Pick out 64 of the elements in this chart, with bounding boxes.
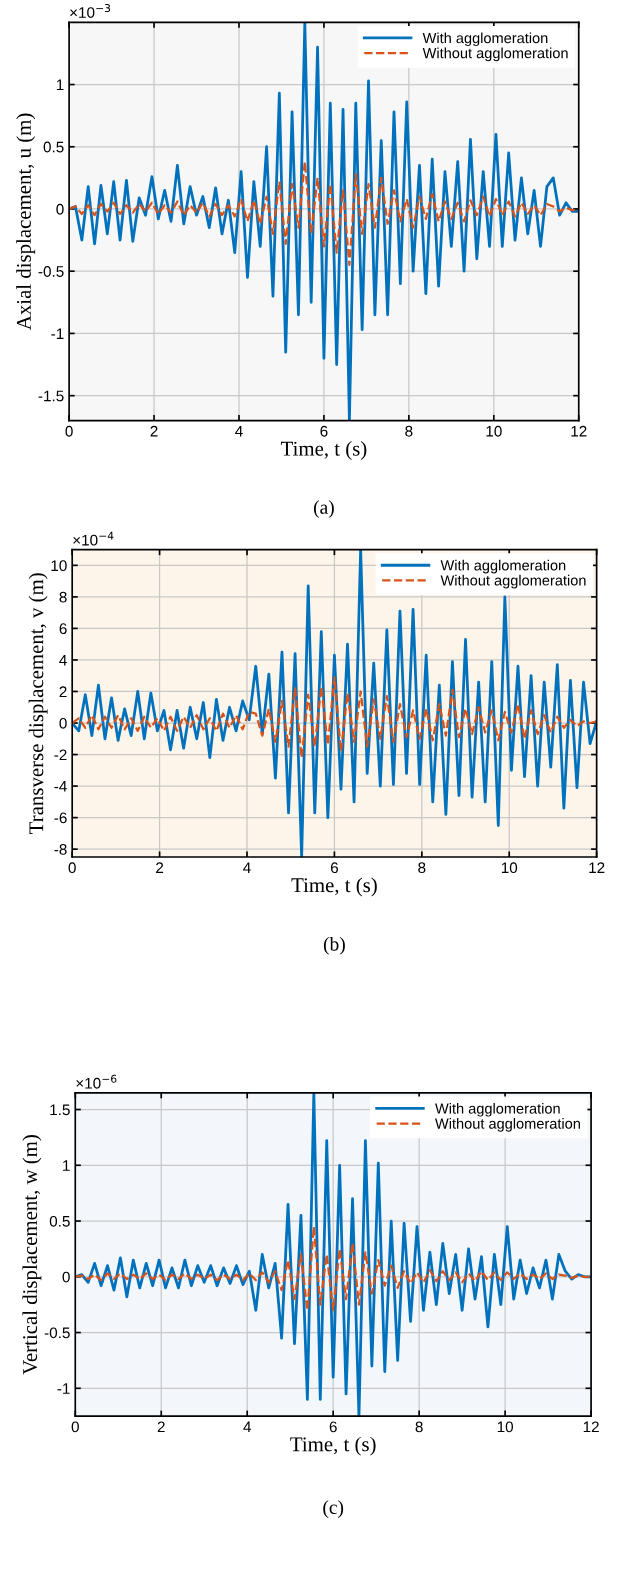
x-axis-title: Time, t (s) <box>280 441 367 460</box>
y-tick-label: -0.5 <box>44 1327 70 1339</box>
y-tick-label: -4 <box>54 781 67 792</box>
y-tick-label: 0 <box>59 717 67 729</box>
x-tick-label: 2 <box>156 862 164 873</box>
legend-label: With agglomeration <box>435 1103 560 1117</box>
y-axis-title: Vertical displacement, w (m) <box>22 1135 42 1375</box>
line-series <box>72 676 597 759</box>
y-tick-label: 2 <box>59 686 67 698</box>
y-tick-label: 4 <box>59 654 67 666</box>
x-tick-label: 10 <box>501 862 518 874</box>
x-tick-label: 4 <box>235 425 243 437</box>
y-tick-label: 8 <box>59 591 67 603</box>
x-tick-label: 4 <box>243 862 251 873</box>
y-tick-label: 10 <box>51 560 67 572</box>
y-tick-label: 1 <box>56 79 64 91</box>
x-axis-title: Time, t (s) <box>291 877 377 897</box>
x-tick-label: 8 <box>405 425 413 437</box>
x-tick-label: 8 <box>415 1421 423 1433</box>
y-tick-label: -2 <box>54 749 67 761</box>
y-tick-label: 6 <box>59 623 67 635</box>
y-tick-label: 0 <box>62 1271 70 1283</box>
line-series <box>75 1092 592 1417</box>
y-tick-label: -0.5 <box>38 266 64 277</box>
text: ×10$^{−3}$ <box>70 4 111 18</box>
y-tick-label: -6 <box>54 812 67 824</box>
y-tick-label: 0.5 <box>49 1215 70 1227</box>
y-tick-label: 0.5 <box>43 141 64 153</box>
text: ×10$^{−6}$ <box>76 1074 117 1089</box>
text: ×10$^{−4}$ <box>73 531 114 546</box>
y-tick-label: -1 <box>57 1383 70 1394</box>
y-tick-label: 1.5 <box>50 1104 70 1116</box>
y-tick-label: 1 <box>63 1160 70 1171</box>
legend-label: Without agglomeration <box>435 1118 580 1132</box>
x-tick-label: 8 <box>418 862 426 874</box>
x-tick-label: 2 <box>157 1421 165 1433</box>
x-tick-label: 2 <box>150 425 158 437</box>
x-tick-label: 6 <box>330 862 338 874</box>
y-tick-label: -1.5 <box>38 390 64 402</box>
x-tick-label: 6 <box>329 1421 337 1433</box>
x-tick-label: 12 <box>571 425 587 437</box>
x-tick-label: 4 <box>243 1421 252 1433</box>
y-axis-title: Transverse displacement, v (m) <box>28 573 48 834</box>
legend-label: Without agglomeration <box>422 47 568 62</box>
legend-label: With agglomeration <box>440 559 566 574</box>
y-tick-label: -1 <box>51 328 64 339</box>
x-tick-label: 12 <box>589 862 605 873</box>
line-series <box>69 22 579 421</box>
text: (c) <box>323 1500 344 1518</box>
text: (a) <box>313 500 334 518</box>
legend-label: With agglomeration <box>422 32 548 47</box>
x-tick-label: 10 <box>497 1421 514 1433</box>
line-series <box>72 549 597 858</box>
x-tick-label: 12 <box>583 1421 599 1433</box>
x-axis-title: Time, t (s) <box>290 1436 376 1456</box>
y-tick-label: 0 <box>56 203 64 215</box>
x-tick-label: 10 <box>486 425 502 437</box>
line-series <box>75 1225 592 1312</box>
x-tick-label: 0 <box>71 1421 79 1433</box>
y-tick-label: -8 <box>54 844 67 855</box>
x-tick-label: 6 <box>320 425 328 437</box>
y-axis-title: Axial displacement, u (m) <box>16 113 36 330</box>
text: (b) <box>323 936 345 955</box>
legend-label: Without agglomeration <box>440 574 586 589</box>
